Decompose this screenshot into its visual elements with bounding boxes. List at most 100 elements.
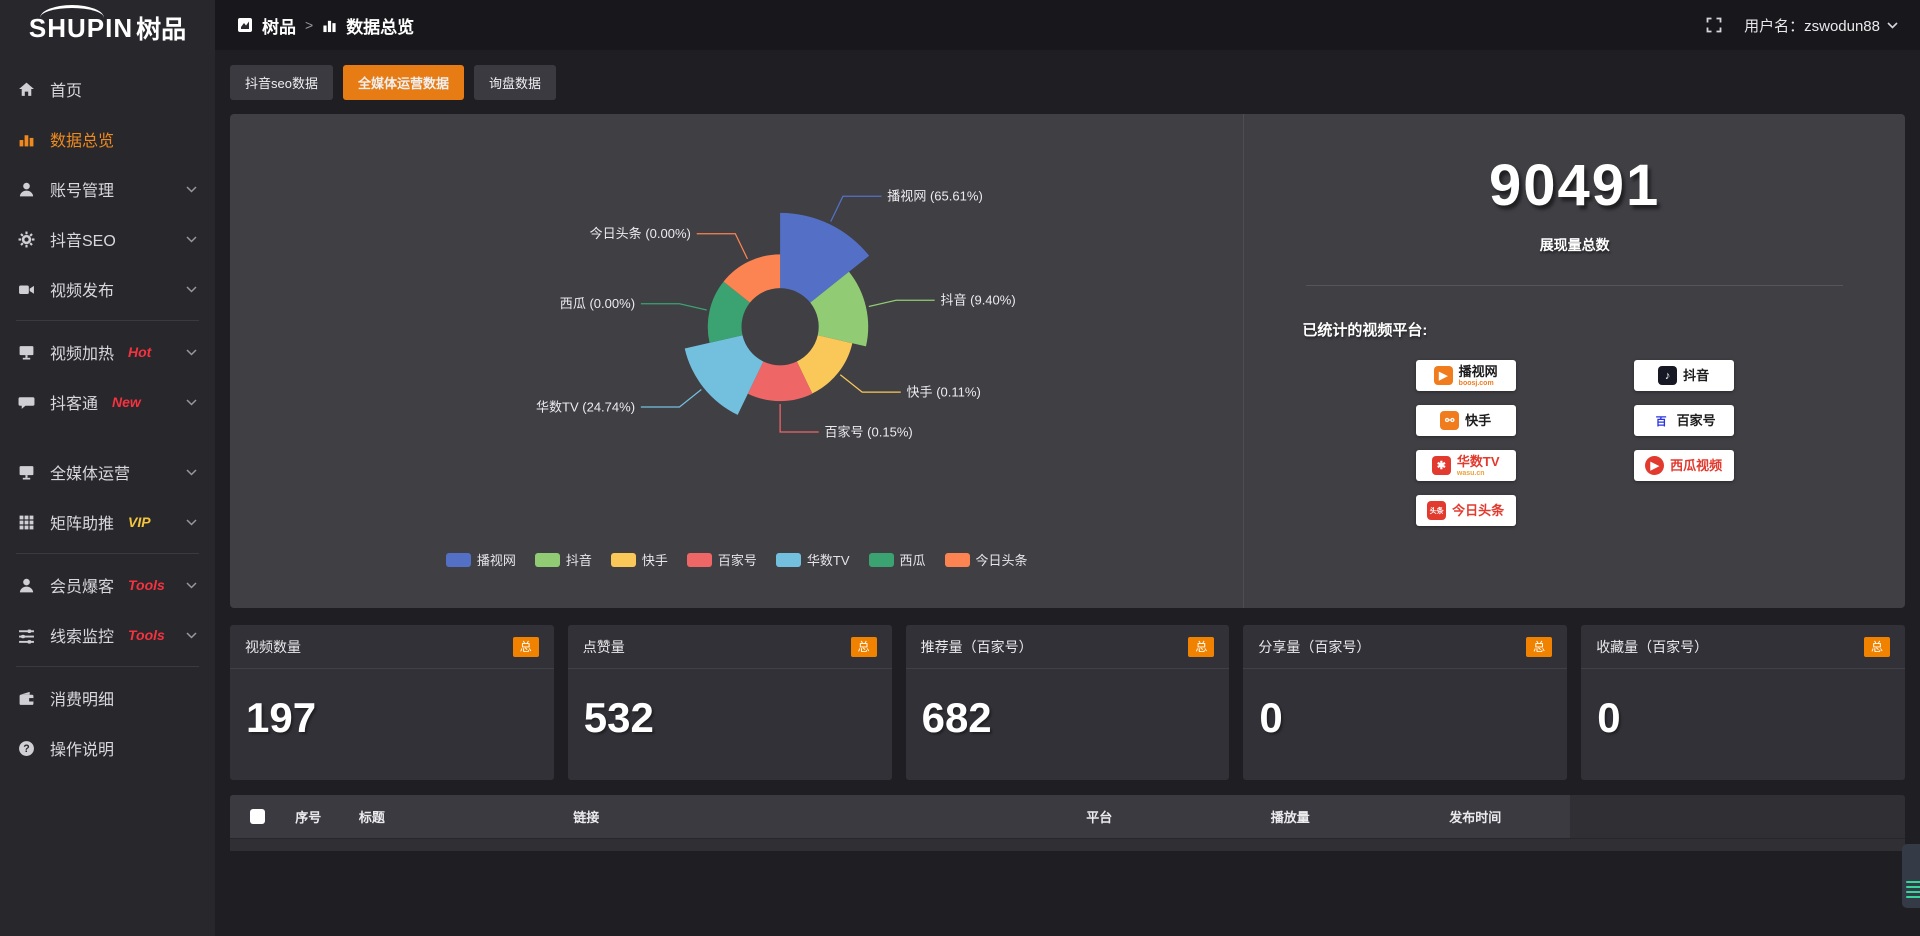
rose-slice-快手[interactable] [796,335,853,394]
tab-inquiry-data[interactable]: 询盘数据 [473,65,556,100]
stat-card-video-count: 视频数量 总 197 [230,625,554,780]
rose-label-line [779,403,819,433]
sidebar-item-member-baoke[interactable]: 会员爆客 Tools [0,560,215,610]
sidebar-item-video-publish[interactable]: 视频发布 [0,264,215,314]
sidebar-item-video-heat[interactable]: 视频加热 Hot [0,327,215,377]
legend-item-西瓜[interactable]: 西瓜 [868,550,926,569]
sidebar-item-badge: Tools [128,577,165,593]
impressions-total-label: 展现量总数 [1539,237,1610,253]
toutiao-icon: 头条 [1427,501,1447,520]
tab-douyin-seo-data[interactable]: 抖音seo数据 [230,65,333,100]
tab-media-operation-data[interactable]: 全媒体运营数据 [342,65,464,100]
wallet-icon [19,691,34,705]
rose-label: 抖音 (9.40%) [940,293,1015,308]
fullscreen-icon[interactable] [1706,17,1722,33]
user-menu[interactable]: 用户名：zswodun88 [1744,15,1898,36]
legend-item-今日头条[interactable]: 今日头条 [944,550,1028,569]
floating-widget[interactable] [1902,844,1920,908]
rose-label-line [640,303,707,311]
rose-label: 西瓜 (0.00%) [560,296,635,311]
chevron-down-icon [186,631,197,639]
sidebar-item-help[interactable]: ? 操作说明 [0,723,215,773]
sidebar-item-clue-monitor[interactable]: 线索监控 Tools [0,610,215,660]
legend-item-播视网[interactable]: 播视网 [445,550,516,569]
sidebar-item-label: 全媒体运营 [50,466,131,483]
platform-name: 抖音 [1683,368,1710,383]
total-badge: 总 [1526,637,1553,657]
sidebar-item-label: 线索监控 [50,629,115,646]
stat-card-label: 点赞量 [582,639,625,655]
main-area: 树品 > 数据总览 用户名：zswodun88 抖 [215,0,1920,936]
table-row-partial [230,838,1905,851]
sidebar-divider [16,666,199,667]
legend-swatch [775,552,801,567]
stat-card-value: 0 [1597,694,1621,741]
sidebar-item-label: 消费明细 [50,692,115,709]
legend-label: 播视网 [476,553,516,568]
rose-slice-西瓜[interactable] [707,281,750,343]
legend-item-快手[interactable]: 快手 [610,550,668,569]
platform-name: 华数TV [1456,453,1500,469]
platform-share-chart: 播视网 (65.61%) 抖音 (9.40%) 快手 (0.11%) 百家号 (0.1… [230,114,1243,608]
sidebar-item-data-overview[interactable]: 数据总览 [0,114,215,164]
sidebar-item-label: 数据总览 [50,133,115,150]
sidebar-item-expense-detail[interactable]: 消费明细 [0,673,215,723]
rose-slice-今日头条[interactable] [723,254,781,303]
legend-item-华数TV[interactable]: 华数TV [775,550,850,569]
svg-text:?: ? [23,743,29,755]
stat-cards-row: 视频数量总 197 点赞量总 532 推荐量（百家号）总 682 分享量（百家号）总 0 收藏量… [230,625,1905,780]
summary-divider [1306,285,1843,286]
user-icon [19,182,34,196]
chat-icon [18,396,35,409]
stat-card-label: 推荐量（百家号） [920,639,1033,655]
platform-logo-wasu: ✱ 华数TV wasu.cn [1415,450,1516,481]
chart-legend: 播视网 抖音 快手 百家号 华数TV 西瓜 今日头条 [234,550,1239,569]
sidebar-item-matrix-boost[interactable]: 矩阵助推 VIP [0,497,215,547]
bar-chart-icon [323,20,336,32]
stat-card-value: 0 [1259,694,1283,741]
rose-label: 百家号 (0.15%) [825,424,913,439]
platform-name: 快手 [1465,413,1492,428]
sidebar-nav: 首页数据总览账号管理 抖音SEO 视频发布视频加热 Hot 抖客通 New 全媒体运营矩阵助… [0,56,215,773]
total-badge: 总 [1863,637,1890,657]
username-label: 用户名：zswodun88 [1744,17,1880,35]
breadcrumb-root[interactable]: 树品 [262,17,296,37]
rose-label-line [696,233,749,260]
sidebar-item-media-operation[interactable]: 全媒体运营 [0,447,215,497]
sidebar-item-douyin-seo[interactable]: 抖音SEO [0,214,215,264]
rose-slice-播视网[interactable] [780,212,870,303]
sidebar-item-douketong[interactable]: 抖客通 New [0,377,215,427]
sidebar-item-account-manage[interactable]: 账号管理 [0,164,215,214]
video-icon [19,284,34,294]
stat-card-label: 分享量（百家号） [1258,639,1371,655]
stat-card-header: 视频数量 总 [230,625,554,669]
boosj-icon: ▶ [1433,366,1453,385]
stat-card-label: 收藏量（百家号） [1596,639,1709,655]
legend-swatch [445,552,471,567]
sidebar-item-home[interactable]: 首页 [0,64,215,114]
baijiahao-icon: 百 [1651,411,1671,430]
breadcrumb-current: 数据总览 [346,17,415,37]
legend-item-抖音[interactable]: 抖音 [534,550,592,569]
impressions-total-value: 90491 [1489,153,1661,218]
sidebar-spacer [0,427,215,447]
sidebar-divider [16,553,199,554]
rose-label-line [868,299,935,308]
chevron-down-icon [186,185,197,193]
xigua-icon: ▶ [1645,456,1665,475]
legend-item-百家号[interactable]: 百家号 [686,550,757,569]
chevron-down-icon [186,581,197,589]
rose-slice-抖音[interactable] [810,271,869,347]
select-all-checkbox[interactable] [250,809,266,824]
sidebar-item-label: 抖客通 [50,396,99,413]
table-header-5: 发布时间 [1449,810,1502,825]
rose-slice-百家号[interactable] [747,361,813,402]
wasu-icon: ✱ [1431,456,1451,475]
rose-label: 今日头条 (0.00%) [590,226,691,241]
rose-slice-华数TV[interactable] [684,335,764,415]
total-badge: 总 [512,637,539,657]
question-icon: ? [19,740,34,756]
chevron-down-icon [186,468,197,476]
rose-label-line [830,195,882,222]
chevron-down-icon [186,398,197,406]
